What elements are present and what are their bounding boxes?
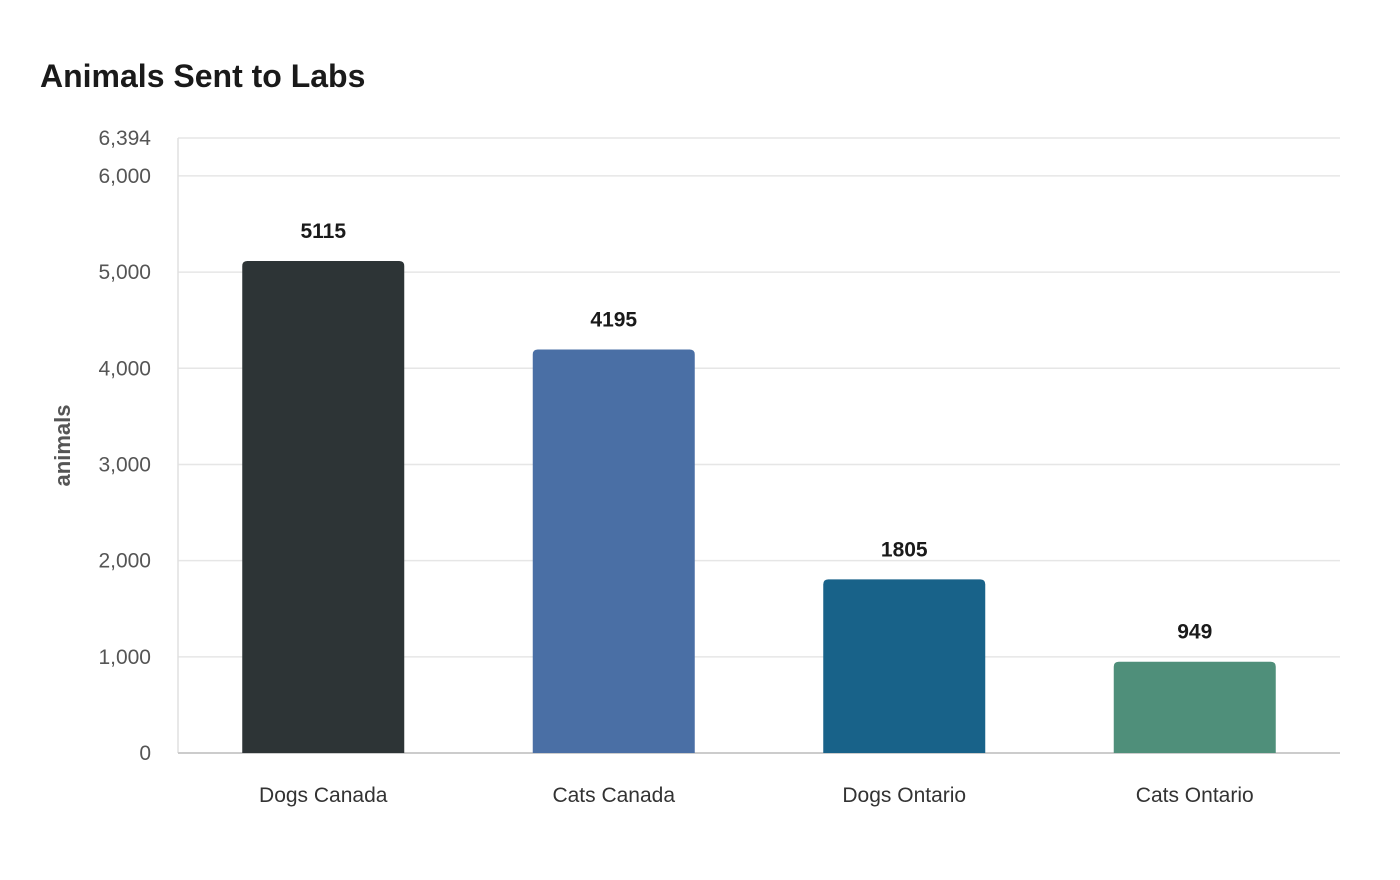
x-tick-label: Cats Ontario xyxy=(1136,784,1254,807)
y-tick-label: 6,394 xyxy=(98,127,151,150)
bar-layer xyxy=(242,261,1276,753)
y-axis-title: animals xyxy=(50,405,75,487)
bar-dogs-ontario[interactable] xyxy=(823,579,986,753)
y-tick-label: 2,000 xyxy=(98,550,151,573)
data-label: 949 xyxy=(1177,621,1212,644)
bar-cats-ontario[interactable] xyxy=(1113,661,1276,753)
data-label: 5115 xyxy=(300,220,346,243)
y-tick-label: 4,000 xyxy=(98,357,151,380)
bar-dogs-canada[interactable] xyxy=(242,261,405,753)
data-label: 4195 xyxy=(590,309,637,332)
y-tick-label: 3,000 xyxy=(98,453,151,476)
x-tick-label: Dogs Ontario xyxy=(842,784,966,807)
y-tick-label: 5,000 xyxy=(98,261,151,284)
y-tick-label: 6,000 xyxy=(98,165,151,188)
bar-cats-canada[interactable] xyxy=(532,349,695,753)
chart-title: Animals Sent to Labs xyxy=(40,58,366,94)
data-label: 1805 xyxy=(881,538,928,561)
label-layer: 0 1,000 2,000 3,000 4,000 5,000 6,000 6,394 5115… xyxy=(98,127,1253,807)
y-tick-label: 1,000 xyxy=(98,646,151,669)
y-tick-label: 0 xyxy=(139,742,151,765)
x-tick-label: Dogs Canada xyxy=(259,784,388,807)
x-tick-label: Cats Canada xyxy=(552,784,675,807)
